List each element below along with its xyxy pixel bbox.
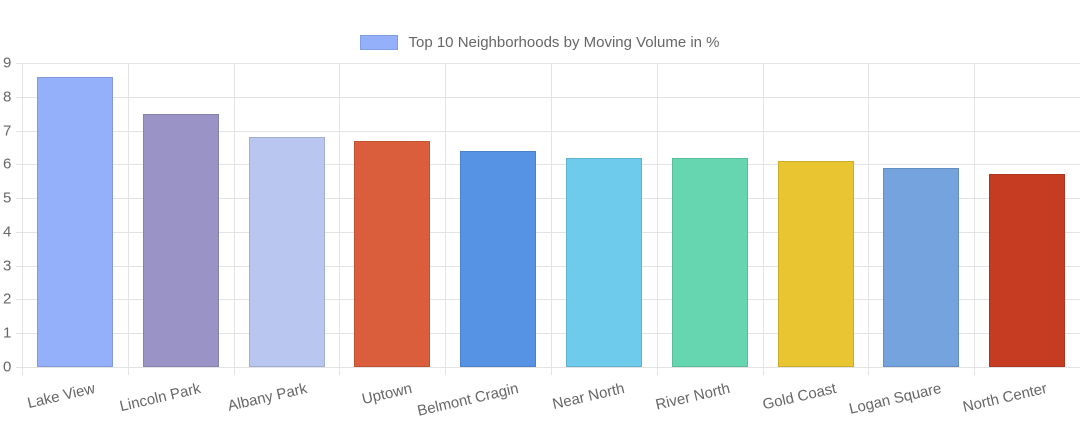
plot-area bbox=[16, 63, 1080, 375]
h-gridline bbox=[16, 231, 1080, 233]
bar-uptown[interactable] bbox=[354, 140, 431, 367]
v-gridline bbox=[656, 63, 658, 375]
y-tick-label: 8 bbox=[3, 88, 12, 106]
bar-belmont-cragin[interactable] bbox=[460, 150, 537, 367]
v-gridline bbox=[233, 63, 235, 375]
h-gridline bbox=[16, 265, 1080, 267]
h-gridline bbox=[16, 96, 1080, 98]
bar-logan-square[interactable] bbox=[883, 167, 960, 367]
h-gridline bbox=[16, 198, 1080, 200]
legend-label: Top 10 Neighborhoods by Moving Volume in… bbox=[408, 34, 720, 51]
bar-lake-view[interactable] bbox=[36, 76, 113, 367]
y-tick-label: 9 bbox=[3, 54, 12, 72]
x-tick-label: Gold Coast bbox=[760, 380, 838, 414]
bar-north-center[interactable] bbox=[989, 174, 1066, 367]
h-gridline bbox=[16, 333, 1080, 335]
y-tick-label: 5 bbox=[3, 189, 12, 207]
y-tick-label: 1 bbox=[3, 324, 12, 342]
y-tick-label: 3 bbox=[3, 257, 12, 275]
x-tick-label: Lincoln Park bbox=[117, 380, 203, 416]
y-tick-label: 4 bbox=[3, 223, 12, 241]
h-gridline bbox=[16, 164, 1080, 166]
legend-swatch bbox=[360, 35, 399, 50]
y-tick-label: 0 bbox=[3, 358, 12, 376]
h-gridline bbox=[16, 63, 1080, 64]
y-tick-label: 6 bbox=[3, 155, 12, 173]
chart-legend[interactable]: Top 10 Neighborhoods by Moving Volume in… bbox=[0, 34, 1080, 51]
x-tick-label: River North bbox=[653, 380, 732, 414]
h-gridline bbox=[16, 367, 1080, 368]
x-tick-label: Lake View bbox=[25, 380, 97, 413]
bar-gold-coast[interactable] bbox=[777, 160, 854, 367]
v-gridline bbox=[762, 63, 764, 375]
x-tick-label: Belmont Cragin bbox=[415, 380, 521, 420]
y-tick-label: 2 bbox=[3, 290, 12, 308]
x-tick-label: Uptown bbox=[360, 380, 414, 409]
bar-lincoln-park[interactable] bbox=[142, 113, 219, 367]
v-gridline bbox=[974, 63, 976, 375]
v-gridline bbox=[445, 63, 447, 375]
v-gridline bbox=[551, 63, 552, 375]
y-tick-label: 7 bbox=[3, 122, 12, 140]
v-gridline bbox=[127, 63, 129, 375]
h-gridline bbox=[16, 130, 1080, 132]
bar-river-north[interactable] bbox=[671, 157, 748, 367]
x-tick-label: Logan Square bbox=[847, 380, 944, 418]
v-gridline bbox=[339, 63, 341, 375]
bar-near-north[interactable] bbox=[565, 157, 642, 367]
bar-albany-park[interactable] bbox=[248, 137, 325, 367]
h-gridline bbox=[16, 299, 1080, 301]
x-tick-label: Near North bbox=[550, 380, 627, 414]
x-tick-label: Albany Park bbox=[225, 380, 309, 415]
v-gridline bbox=[22, 63, 23, 375]
x-tick-label: North Center bbox=[961, 380, 1049, 416]
v-gridline bbox=[868, 63, 870, 375]
